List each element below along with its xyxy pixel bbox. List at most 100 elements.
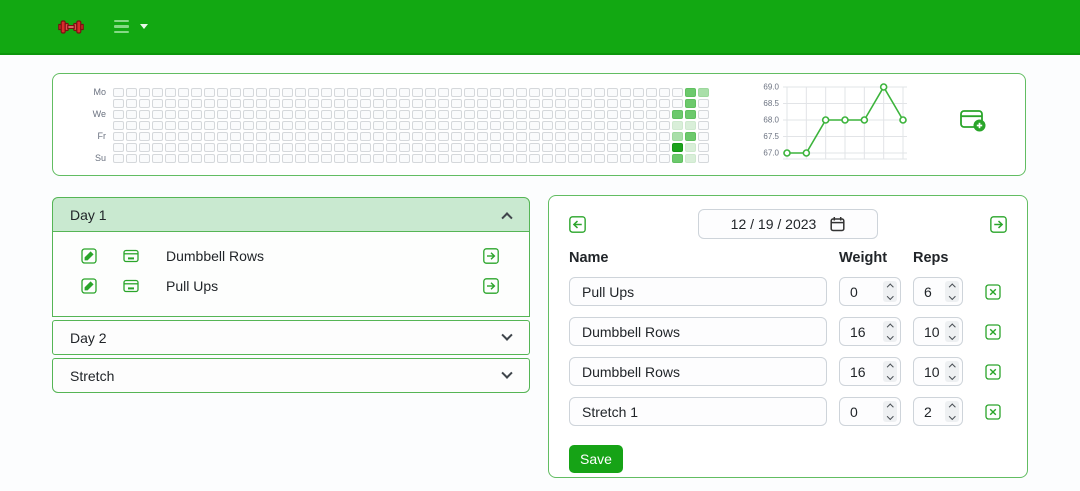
heatmap-cell[interactable] [412,88,423,97]
heatmap-cell[interactable] [607,143,618,152]
heatmap-cell[interactable] [451,88,462,97]
heatmap-cell[interactable] [191,132,202,141]
heatmap-cell[interactable] [555,154,566,163]
heatmap-cell[interactable] [204,132,215,141]
heatmap-cell[interactable] [516,110,527,119]
heatmap-cell[interactable] [386,121,397,130]
heatmap-cell[interactable] [685,110,696,119]
heatmap-cell[interactable] [633,121,644,130]
heatmap-cell[interactable] [490,110,501,119]
delete-row-icon[interactable] [985,403,1001,420]
heatmap-cell[interactable] [646,121,657,130]
heatmap-cell[interactable] [386,132,397,141]
heatmap-cell[interactable] [503,110,514,119]
heatmap-cell[interactable] [269,88,280,97]
heatmap-cell[interactable] [399,154,410,163]
heatmap-cell[interactable] [256,154,267,163]
heatmap-cell[interactable] [152,154,163,163]
heatmap-cell[interactable] [139,143,150,152]
heatmap-cell[interactable] [516,99,527,108]
heatmap-cell[interactable] [412,121,423,130]
heatmap-cell[interactable] [542,143,553,152]
heatmap-cell[interactable] [555,110,566,119]
heatmap-cell[interactable] [360,110,371,119]
heatmap-cell[interactable] [594,132,605,141]
heatmap-cell[interactable] [386,110,397,119]
heatmap-cell[interactable] [594,110,605,119]
heatmap-cell[interactable] [165,99,176,108]
heatmap-cell[interactable] [620,99,631,108]
heatmap-cell[interactable] [581,110,592,119]
heatmap-cell[interactable] [295,88,306,97]
heatmap-cell[interactable] [139,154,150,163]
heatmap-cell[interactable] [568,143,579,152]
heatmap-cell[interactable] [412,132,423,141]
heatmap-cell[interactable] [204,88,215,97]
heatmap-cell[interactable] [477,121,488,130]
heatmap-cell[interactable] [542,110,553,119]
heatmap-cell[interactable] [581,88,592,97]
heatmap-cell[interactable] [425,121,436,130]
accordion-header-stretch[interactable]: Stretch [52,358,530,393]
heatmap-cell[interactable] [685,121,696,130]
heatmap-cell[interactable] [152,121,163,130]
heatmap-cell[interactable] [607,110,618,119]
heatmap-cell[interactable] [529,154,540,163]
heatmap-cell[interactable] [451,132,462,141]
heatmap-cell[interactable] [646,110,657,119]
exercise-name-input[interactable]: Stretch 1 [569,397,827,426]
heatmap-cell[interactable] [503,88,514,97]
heatmap-cell[interactable] [269,154,280,163]
heatmap-cell[interactable] [542,121,553,130]
heatmap-cell[interactable] [633,110,644,119]
heatmap-cell[interactable] [672,121,683,130]
heatmap-cell[interactable] [477,143,488,152]
heatmap-cell[interactable] [607,121,618,130]
heatmap-cell[interactable] [126,154,137,163]
heatmap-cell[interactable] [399,132,410,141]
heatmap-cell[interactable] [152,99,163,108]
heatmap-cell[interactable] [360,99,371,108]
heatmap-cell[interactable] [399,88,410,97]
heatmap-cell[interactable] [295,99,306,108]
heatmap-cell[interactable] [308,154,319,163]
heatmap-cell[interactable] [555,143,566,152]
heatmap-cell[interactable] [425,110,436,119]
heatmap-cell[interactable] [256,99,267,108]
heatmap-cell[interactable] [620,88,631,97]
heatmap-cell[interactable] [698,143,709,152]
heatmap-cell[interactable] [165,143,176,152]
heatmap-cell[interactable] [295,110,306,119]
heatmap-cell[interactable] [542,154,553,163]
heatmap-cell[interactable] [126,88,137,97]
heatmap-cell[interactable] [295,132,306,141]
heatmap-cell[interactable] [464,143,475,152]
heatmap-cell[interactable] [490,88,501,97]
heatmap-cell[interactable] [217,99,228,108]
heatmap-cell[interactable] [438,99,449,108]
number-spinner[interactable] [945,361,959,382]
heatmap-cell[interactable] [282,154,293,163]
heatmap-cell[interactable] [438,143,449,152]
heatmap-cell[interactable] [191,143,202,152]
heatmap-cell[interactable] [477,110,488,119]
edit-icon[interactable] [81,248,97,264]
heatmap-cell[interactable] [607,88,618,97]
heatmap-cell[interactable] [308,99,319,108]
heatmap-cell[interactable] [269,99,280,108]
heatmap-cell[interactable] [113,121,124,130]
heatmap-cell[interactable] [321,121,332,130]
heatmap-cell[interactable] [126,121,137,130]
heatmap-cell[interactable] [477,88,488,97]
accordion-header-day1[interactable]: Day 1 [52,197,530,232]
heatmap-cell[interactable] [269,132,280,141]
heatmap-cell[interactable] [360,143,371,152]
heatmap-cell[interactable] [581,143,592,152]
heatmap-cell[interactable] [594,143,605,152]
card-icon[interactable] [123,278,139,294]
heatmap-cell[interactable] [217,110,228,119]
heatmap-cell[interactable] [542,132,553,141]
number-spinner[interactable] [883,281,897,302]
heatmap-cell[interactable] [464,99,475,108]
heatmap-cell[interactable] [204,110,215,119]
